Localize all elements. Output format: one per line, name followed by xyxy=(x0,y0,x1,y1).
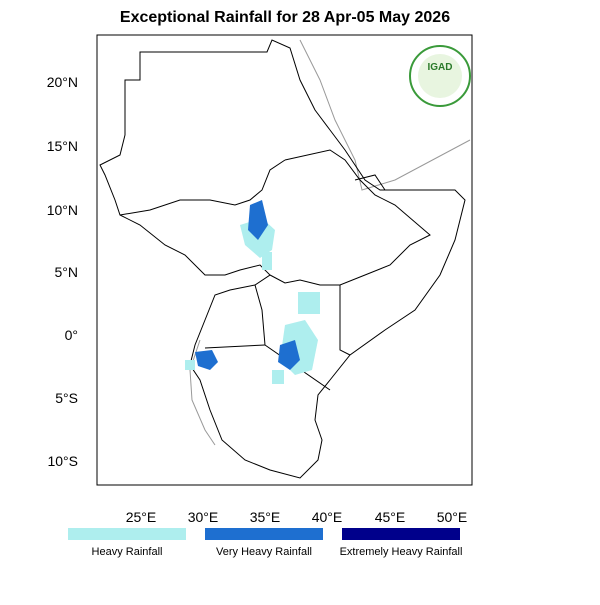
border xyxy=(204,344,266,349)
region-boundary xyxy=(99,39,466,479)
lon-tick-label: 45°E xyxy=(375,509,406,525)
lat-tick-label: 5°S xyxy=(55,390,78,406)
legend-swatch xyxy=(68,528,186,540)
lat-tick-label: 10°N xyxy=(47,202,78,218)
lat-tick-label: 20°N xyxy=(47,74,78,90)
map-title: Exceptional Rainfall for 28 Apr-05 May 2… xyxy=(120,9,450,26)
border xyxy=(269,149,431,286)
lat-axis: 20°N 15°N 10°N 5°N 0° 5°S 10°S xyxy=(47,74,78,469)
lon-tick-label: 30°E xyxy=(188,509,219,525)
map-area: IGAD xyxy=(96,34,473,486)
coastline xyxy=(299,39,471,191)
lat-tick-label: 5°N xyxy=(55,264,79,280)
lon-tick-label: 25°E xyxy=(126,509,157,525)
lat-tick-label: 10°S xyxy=(47,453,78,469)
map-frame xyxy=(96,34,473,486)
border xyxy=(339,285,351,356)
legend-swatch xyxy=(205,528,323,540)
lon-tick-label: 35°E xyxy=(250,509,281,525)
border xyxy=(354,174,386,191)
legend-swatch xyxy=(342,528,460,540)
lat-tick-label: 0° xyxy=(65,327,78,343)
lon-axis: 25°E 30°E 35°E 40°E 45°E 50°E xyxy=(126,509,468,525)
legend-label: Heavy Rainfall xyxy=(92,546,163,558)
lon-tick-label: 40°E xyxy=(312,509,343,525)
legend-label: Extremely Heavy Rainfall xyxy=(340,546,463,558)
legend: Heavy Rainfall Very Heavy Rainfall Extreme… xyxy=(68,528,462,558)
legend-label: Very Heavy Rainfall xyxy=(216,546,312,558)
lat-tick-label: 15°N xyxy=(47,138,78,154)
rainfall xyxy=(185,200,320,384)
logo: IGAD xyxy=(409,45,471,107)
border xyxy=(119,159,286,216)
logo-text: IGAD xyxy=(428,62,453,73)
lon-tick-label: 50°E xyxy=(437,509,468,525)
